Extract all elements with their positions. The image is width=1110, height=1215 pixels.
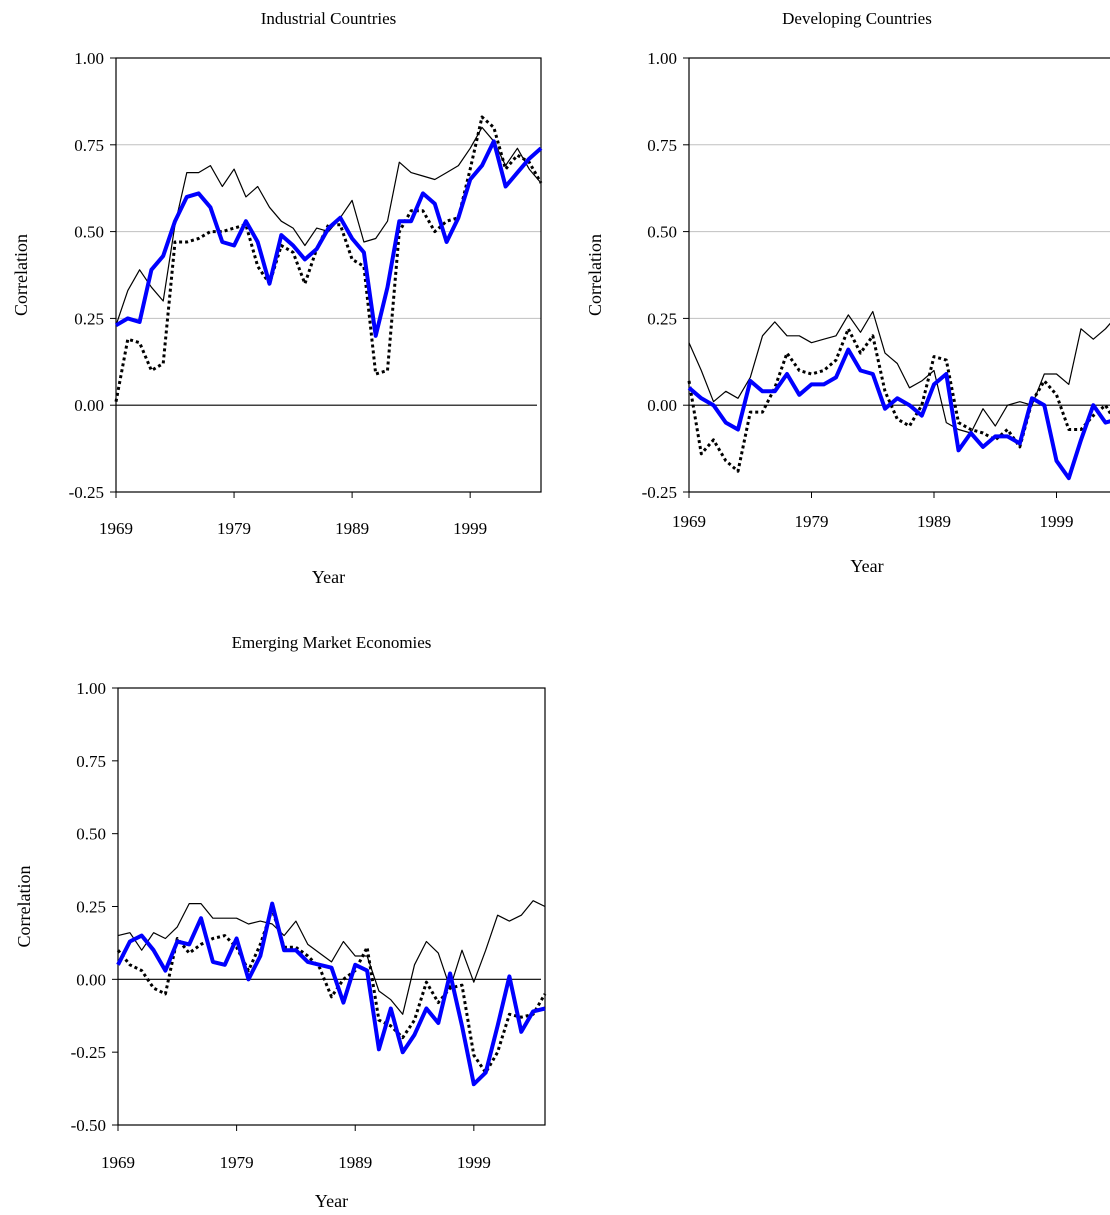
- series-line-dotted: [114, 115, 543, 402]
- y-tick-label: 0.50: [74, 223, 104, 242]
- y-tick-label: 0.75: [76, 752, 106, 771]
- chart-title: Emerging Market Economies: [232, 633, 432, 652]
- y-tick-label: 0.50: [76, 825, 106, 844]
- y-tick-label: 0.00: [647, 396, 677, 415]
- y-tick-label: 0.00: [76, 970, 106, 989]
- series-line-dotted: [116, 907, 547, 1075]
- x-axis-label: Year: [312, 567, 345, 587]
- chart-2: Emerging Market Economies -0.50 -0.25 0.00 0…: [14, 633, 547, 1211]
- y-tick-label: 0.75: [74, 136, 104, 155]
- x-tick-label: 1989: [917, 512, 951, 531]
- x-tick-label: 1979: [217, 519, 251, 538]
- chart-title: Industrial Countries: [261, 9, 397, 28]
- y-tick-label: 0.00: [74, 396, 104, 415]
- y-tick-label: -0.25: [642, 483, 677, 502]
- y-tick-label: 0.50: [647, 223, 677, 242]
- x-tick-label: 1999: [1040, 512, 1074, 531]
- series-line-thick-solid: [687, 347, 1110, 481]
- series-line-thick-solid: [116, 901, 546, 1087]
- chart-1: Developing Countries -0.25 0.00 0.25 0.50 0.7…: [585, 9, 1110, 576]
- x-tick-label: 1969: [672, 512, 706, 531]
- x-tick-label: 1969: [101, 1153, 135, 1172]
- y-tick-label: 0.25: [74, 309, 104, 328]
- x-tick-label: 1979: [795, 512, 829, 531]
- series-line-thick-solid: [114, 139, 543, 338]
- y-tick-label: 0.25: [76, 898, 106, 917]
- y-tick-label: -0.25: [71, 1043, 106, 1062]
- y-axis-label: Correlation: [11, 234, 31, 316]
- y-tick-label: 1.00: [76, 679, 106, 698]
- series-line-thin-solid: [688, 310, 1110, 434]
- y-tick-label: 0.25: [647, 309, 677, 328]
- chart-title: Developing Countries: [782, 9, 932, 28]
- y-axis-label: Correlation: [585, 234, 605, 316]
- y-tick-label: -0.50: [71, 1116, 106, 1135]
- y-tick-label: 1.00: [647, 49, 677, 68]
- x-tick-label: 1969: [99, 519, 133, 538]
- x-tick-label: 1999: [457, 1153, 491, 1172]
- x-tick-label: 1979: [220, 1153, 254, 1172]
- plot-area: [688, 57, 1110, 493]
- chart-0: Industrial Countries -0.25 0.00 0.25 0.50 0.7…: [11, 9, 543, 587]
- plot-area: [117, 687, 546, 1126]
- y-axis-label: Correlation: [14, 866, 34, 948]
- plot-area: [115, 57, 542, 493]
- x-tick-label: 1989: [335, 519, 369, 538]
- y-tick-label: 1.00: [74, 49, 104, 68]
- x-axis-label: Year: [850, 556, 883, 576]
- x-tick-label: 1999: [453, 519, 487, 538]
- series-line-thin-solid: [117, 900, 546, 1015]
- y-tick-label: 0.75: [647, 136, 677, 155]
- series-line-dotted: [687, 327, 1110, 473]
- x-tick-label: 1989: [338, 1153, 372, 1172]
- x-axis-label: Year: [315, 1191, 348, 1211]
- y-tick-label: -0.25: [69, 483, 104, 502]
